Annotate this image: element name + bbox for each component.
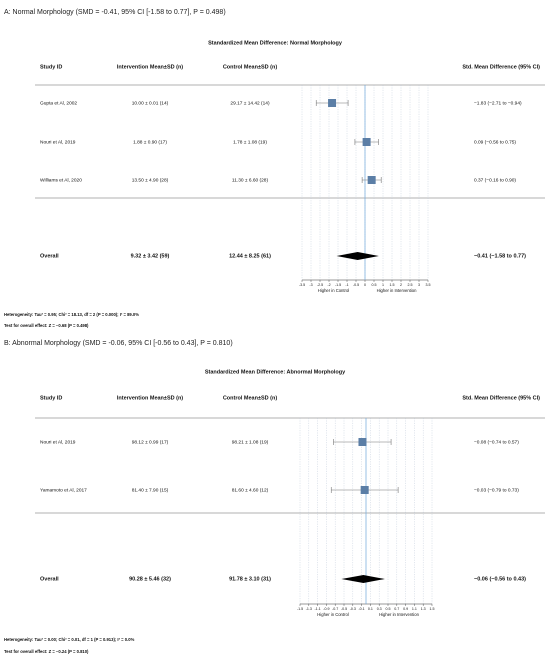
study-name: Overall <box>40 576 59 582</box>
intervention-value: 98.12 ± 0.99 (17) <box>132 439 169 445</box>
x-tick-label: 1.1 <box>412 607 417 611</box>
x-tick-label: -0.7 <box>332 607 338 611</box>
control-value: 98.21 ± 1.08 (19) <box>232 439 269 445</box>
column-header: Intervention Mean±SD (n) <box>117 395 183 401</box>
x-tick-label: 3 <box>418 283 420 287</box>
control-value: 29.17 ± 14.42 (14) <box>230 100 270 106</box>
intervention-value: 1.88 ± 0.90 (17) <box>133 139 167 145</box>
study-name: Yamamoto et Al, 2017 <box>40 487 87 493</box>
x-tick-label: -0.9 <box>323 607 329 611</box>
x-tick-label: -1.5 <box>297 607 303 611</box>
x-tick-label: 1 <box>382 283 384 287</box>
control-value: 81.60 ± 4.60 (12) <box>232 487 269 493</box>
x-tick-label: 1.5 <box>430 607 435 611</box>
smd-value: −0.06 (−0.56 to 0.43) <box>474 576 526 582</box>
x-tick-label: -2 <box>327 283 330 287</box>
x-tick-label: 0.7 <box>394 607 399 611</box>
x-tick-label: 0.3 <box>377 607 382 611</box>
x-tick-label: 1.3 <box>421 607 426 611</box>
smd-value: 0.37 (−0.16 to 0.90) <box>474 177 516 183</box>
x-tick-label: -2.5 <box>317 283 323 287</box>
control-value: 1.78 ± 1.08 (19) <box>233 139 267 145</box>
overall-diamond <box>341 575 385 583</box>
x-tick-label: 2.5 <box>408 283 413 287</box>
intervention-value: 13.50 ± 4.90 (28) <box>132 177 169 183</box>
study-name: Overall <box>40 253 59 259</box>
column-header: Study ID <box>40 64 62 70</box>
x-tick-label: 0.1 <box>368 607 373 611</box>
column-header: Control Mean±SD (n) <box>223 395 278 401</box>
panel-heading: B: Abnormal Morphology (SMD = -0.06, 95%… <box>4 340 233 347</box>
plot-title: Standardized Mean Difference: Abnormal M… <box>205 369 346 375</box>
overall-test: Test for overall effect: Z = −0.24 (P = … <box>4 649 89 654</box>
intervention-value: 10.00 ± 0.01 (14) <box>132 100 169 106</box>
x-tick-label: -3.5 <box>299 283 305 287</box>
intervention-value: 90.28 ± 5.46 (32) <box>129 576 171 582</box>
plot-title: Standardized Mean Difference: Normal Mor… <box>208 40 343 46</box>
x-axis-label: Higher in Control <box>317 612 348 617</box>
x-tick-label: 0.9 <box>403 607 408 611</box>
control-value: 91.78 ± 3.10 (31) <box>229 576 271 582</box>
smd-value: 0.09 (−0.56 to 0.75) <box>474 139 516 145</box>
x-tick-label: -1.5 <box>335 283 341 287</box>
x-tick-label: -1.3 <box>306 607 312 611</box>
panel-heading: A: Normal Morphology (SMD = -0.41, 95% C… <box>4 9 226 16</box>
smd-value: −0.08 (−0.74 to 0.57) <box>474 439 519 445</box>
control-value: 11.30 ± 6.60 (28) <box>232 177 269 183</box>
column-header: Std. Mean Difference (95% CI) <box>462 64 540 70</box>
x-axis-label: Higher in Control <box>318 288 349 293</box>
effect-square <box>367 176 376 184</box>
study-name: Gupta et Al, 2002 <box>40 100 77 106</box>
study-name: Nouri et Al, 2019 <box>40 139 76 145</box>
x-tick-label: -0.1 <box>358 607 364 611</box>
heterogeneity: Heterogeneity: Tau² = 0.00; Chi² = 0.01,… <box>4 637 135 642</box>
effect-square <box>358 438 367 446</box>
overall-test: Test for overall effect: Z = −0.68 (P = … <box>4 323 89 328</box>
smd-value: −1.83 (−2.71 to −0.94) <box>474 100 522 106</box>
intervention-value: 81.40 ± 7.90 (15) <box>132 487 169 493</box>
column-header: Control Mean±SD (n) <box>223 64 278 70</box>
x-tick-label: -1 <box>345 283 348 287</box>
x-tick-label: -3 <box>309 283 312 287</box>
x-tick-label: 1.5 <box>390 283 395 287</box>
smd-value: −0.41 (−1.58 to 0.77) <box>474 253 526 259</box>
x-tick-label: 0.5 <box>372 283 377 287</box>
x-tick-label: -0.5 <box>353 283 359 287</box>
column-header: Std. Mean Difference (95% CI) <box>462 395 540 401</box>
x-tick-label: -0.5 <box>341 607 347 611</box>
x-tick-label: 3.5 <box>426 283 431 287</box>
smd-value: −0.03 (−0.79 to 0.73) <box>474 487 519 493</box>
x-tick-label: 2 <box>400 283 402 287</box>
heterogeneity: Heterogeneity: Tau² = 0.95; Chi² = 18.13… <box>4 312 139 317</box>
study-name: Nouri et Al, 2019 <box>40 439 76 445</box>
study-name: Williams et Al, 2020 <box>40 177 82 183</box>
effect-square <box>328 99 337 107</box>
effect-square <box>362 138 371 146</box>
column-header: Study ID <box>40 395 62 401</box>
x-tick-label: -1.1 <box>314 607 320 611</box>
x-axis-label: Higher in Intervention <box>377 288 417 293</box>
overall-diamond <box>336 252 379 260</box>
x-axis-label: Higher in Intervention <box>379 612 419 617</box>
x-tick-label: 0.5 <box>386 607 391 611</box>
intervention-value: 9.32 ± 3.42 (59) <box>131 253 170 259</box>
x-tick-label: 0 <box>364 283 366 287</box>
control-value: 12.44 ± 8.25 (61) <box>229 253 271 259</box>
x-tick-label: -0.3 <box>350 607 356 611</box>
column-header: Intervention Mean±SD (n) <box>117 64 183 70</box>
effect-square <box>360 486 369 494</box>
